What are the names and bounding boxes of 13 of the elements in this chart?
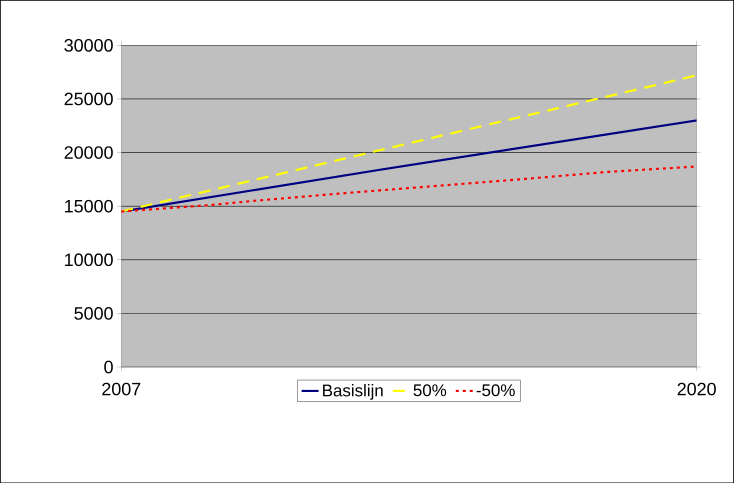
x-tick-label: 2007 bbox=[102, 382, 140, 396]
y-tick-label: 20000 bbox=[64, 146, 113, 159]
legend-label: 50% bbox=[414, 384, 446, 396]
legend-label: -50% bbox=[476, 384, 515, 396]
line-series bbox=[121, 165, 697, 212]
legend-label: Basislijn bbox=[323, 384, 383, 400]
y-tick-label: 0 bbox=[104, 360, 113, 374]
y-tick-label: 10000 bbox=[65, 253, 113, 266]
y-tick-label: 30000 bbox=[64, 38, 113, 52]
x-tick-label: 2020 bbox=[678, 382, 716, 396]
y-tick-label: 25000 bbox=[64, 92, 113, 106]
y-tick-label: 15000 bbox=[65, 200, 113, 212]
y-tick-label: 5000 bbox=[74, 306, 113, 320]
